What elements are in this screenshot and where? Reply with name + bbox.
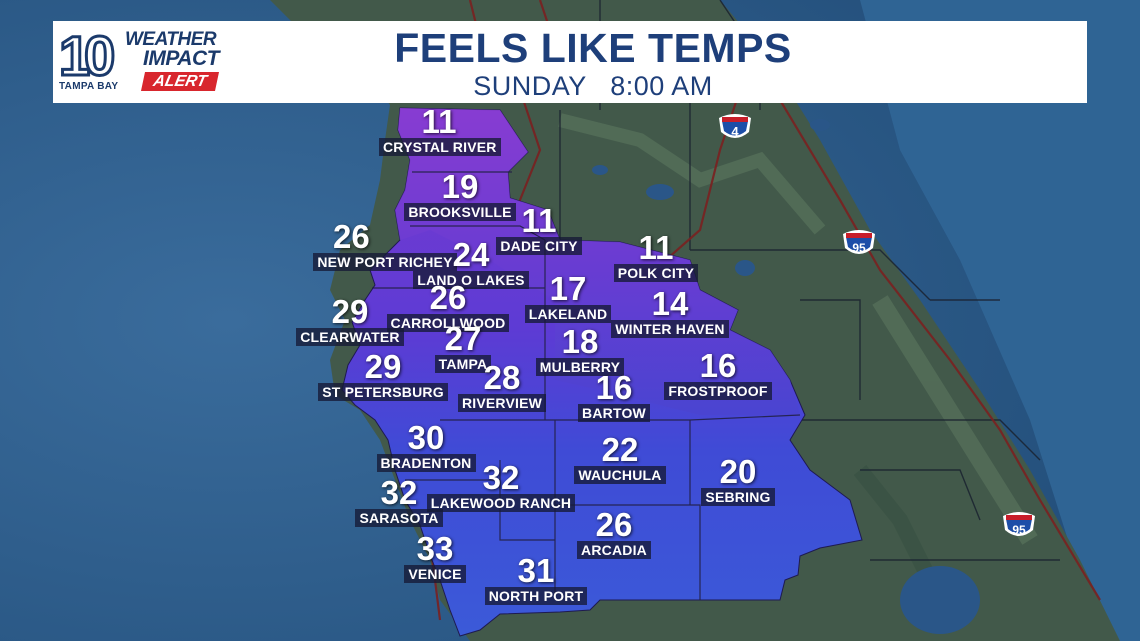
city-label: 11 DADE CITY (491, 202, 587, 256)
city-temp: 26 (595, 506, 633, 543)
city-name: TAMPA (434, 355, 492, 373)
city-label: 19 BROOKSVILLE (400, 168, 520, 222)
city-label: 26 ARCADIA (574, 506, 654, 560)
interstate-shield-icon: 95 (843, 230, 875, 255)
city-label: 16 BARTOW (576, 369, 652, 423)
atlantic-water (860, 0, 1140, 641)
city-label: 11 POLK CITY (610, 229, 702, 283)
city-label: 32 LAKEWOOD RANCH (424, 459, 578, 513)
city-label: 29 CLEARWATER (294, 293, 406, 347)
shield-number: 95 (1012, 523, 1026, 537)
city-label: 17 LAKELAND (522, 270, 614, 324)
city-temp: 33 (416, 530, 454, 567)
city-label: 28 RIVERVIEW (454, 359, 550, 413)
city-label: 26 NEW PORT RICHEY (305, 218, 465, 272)
city-name: CARROLLWOOD (386, 314, 510, 332)
city-label: 30 BRADENTON (374, 419, 478, 473)
city-name: SEBRING (701, 488, 775, 506)
city-temp: 24 (452, 236, 490, 273)
city-name: BRADENTON (376, 454, 476, 472)
city-temp: 32 (380, 474, 418, 511)
city-label: 27 TAMPA (428, 320, 498, 374)
city-label: 11 CRYSTAL RIVER (379, 103, 501, 157)
city-name: CLEARWATER (296, 328, 404, 346)
shield-number: 95 (852, 241, 866, 255)
city-name: WAUCHULA (574, 466, 666, 484)
city-temp: 31 (517, 552, 555, 589)
city-name: VENICE (404, 565, 466, 583)
city-temp: 16 (699, 347, 737, 384)
city-temp: 26 (429, 279, 467, 316)
city-temp: 28 (483, 359, 521, 396)
city-temp: 20 (719, 453, 757, 490)
city-temp: 11 (638, 229, 674, 266)
city-name: BARTOW (578, 404, 650, 422)
city-name: MULBERRY (535, 358, 625, 376)
city-name: LAKELAND (524, 305, 612, 323)
city-label: 24 LAND O LAKES (412, 236, 530, 290)
city-temp: 27 (444, 320, 482, 357)
city-label: 16 FROSTPROOF (662, 347, 774, 401)
city-temp: 11 (521, 202, 557, 239)
city-label: 26 CARROLLWOOD (384, 279, 512, 333)
city-name: CRYSTAL RIVER (379, 138, 501, 156)
county-borders (559, 0, 1060, 561)
page-subtitle: SUNDAY 8:00 AM (473, 71, 713, 101)
logo-alert-badge: ALERT (140, 72, 220, 91)
city-temp: 29 (331, 293, 369, 330)
city-label: 32 SARASOTA (352, 474, 446, 528)
city-temp: 32 (482, 459, 520, 496)
city-label: 33 VENICE (400, 530, 470, 584)
city-name: ARCADIA (577, 541, 651, 559)
city-name: ST PETERSBURG (318, 383, 448, 401)
city-temp: 22 (601, 431, 639, 468)
city-temp: 14 (651, 285, 689, 322)
city-label: 14 WINTER HAVEN (608, 285, 732, 339)
interstate-shield-icon: 4 (719, 114, 751, 139)
city-name: SARASOTA (355, 509, 443, 527)
page-title: FEELS LIKE TEMPS (394, 25, 792, 71)
interstate-shield-icon: 95 (1003, 512, 1035, 537)
city-name: NORTH PORT (484, 587, 588, 605)
city-temp: 18 (561, 323, 599, 360)
city-name: FROSTPROOF (664, 382, 772, 400)
city-temp: 16 (595, 369, 633, 406)
city-temp: 17 (549, 270, 587, 307)
city-label: 18 MULBERRY (532, 323, 628, 377)
station-logo: 10 TAMPA BAY WEATHER IMPACT ALERT (57, 23, 247, 97)
city-label: 22 WAUCHULA (570, 431, 670, 485)
logo-impact-text: IMPACT (143, 47, 219, 70)
city-name: WINTER HAVEN (611, 320, 729, 338)
city-name: LAKEWOOD RANCH (426, 494, 576, 512)
city-label: 20 SEBRING (696, 453, 780, 507)
city-name: LAND O LAKES (413, 271, 529, 289)
lakes (592, 119, 980, 634)
city-name: NEW PORT RICHEY (313, 253, 457, 271)
city-name: DADE CITY (496, 237, 582, 255)
city-temp: 19 (441, 168, 479, 205)
city-temp: 30 (407, 419, 445, 456)
city-temp: 11 (421, 103, 457, 140)
city-label: 29 ST PETERSBURG (316, 348, 450, 402)
city-temp: 29 (364, 348, 402, 385)
city-name: BROOKSVILLE (404, 203, 516, 221)
north-region (395, 108, 800, 415)
city-name: POLK CITY (613, 264, 699, 282)
city-label: 31 NORTH PORT (480, 552, 592, 606)
city-name: RIVERVIEW (457, 394, 547, 412)
logo-weather-text: WEATHER (125, 29, 217, 50)
shield-number: 4 (731, 124, 739, 139)
city-temp: 26 (333, 218, 370, 255)
logo-station: TAMPA BAY (59, 81, 119, 92)
logo-number: 10 (57, 23, 116, 89)
header-banner: 10 TAMPA BAY WEATHER IMPACT ALERT FEELS … (53, 21, 1087, 103)
